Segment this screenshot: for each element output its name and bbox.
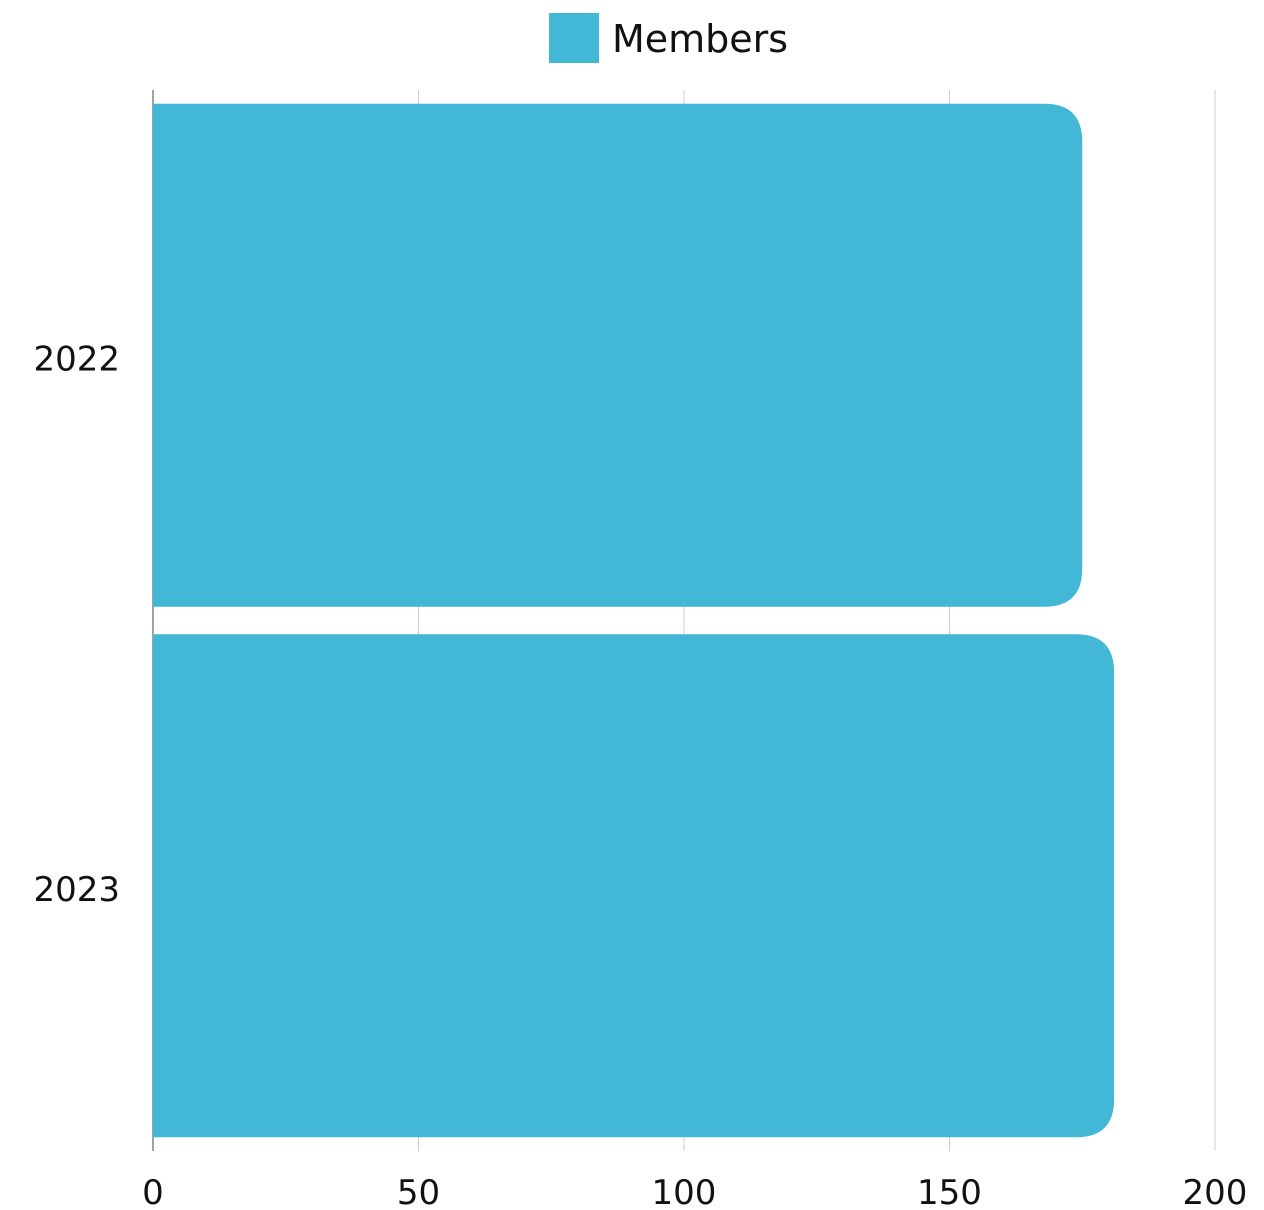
x-tick-label-50: 50 [397, 1173, 440, 1210]
x-tick-label-0: 0 [142, 1173, 164, 1210]
legend: Members [549, 13, 788, 63]
bar-2023 [153, 634, 1115, 1138]
legend-label-members: Members [612, 17, 788, 61]
y-tick-label-2023: 2023 [33, 870, 120, 910]
axes: 0 50 100 150 200 2022 2023 [33, 339, 1247, 1210]
y-tick-label-2022: 2022 [33, 339, 120, 379]
legend-swatch-members [549, 13, 599, 63]
bar-2022 [153, 103, 1083, 607]
x-tick-label-200: 200 [1183, 1173, 1248, 1210]
x-tick-label-100: 100 [652, 1173, 717, 1210]
bars [153, 103, 1115, 1138]
x-tick-label-150: 150 [917, 1173, 982, 1210]
